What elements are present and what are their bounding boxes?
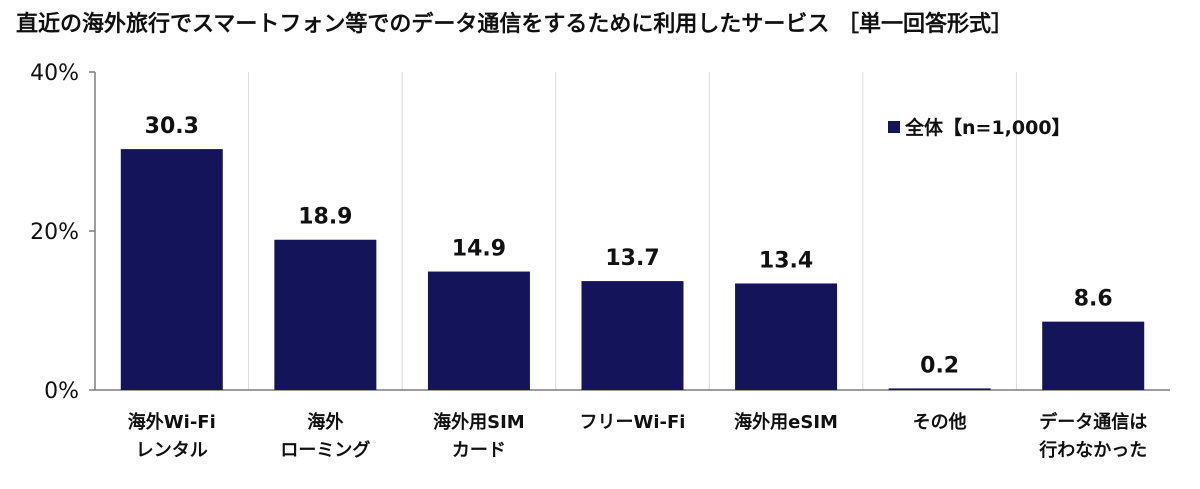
bar <box>1042 321 1145 390</box>
data-label: 0.2 <box>920 353 959 378</box>
legend: 全体【n=1,000】 <box>888 116 1071 139</box>
grid-layer <box>248 72 1017 390</box>
bar <box>888 388 991 390</box>
legend-label: 全体【n=1,000】 <box>904 116 1071 139</box>
data-label: 30.3 <box>145 114 199 139</box>
data-label: 18.9 <box>298 205 352 230</box>
data-label: 13.7 <box>605 246 659 271</box>
y-tick-label: 40% <box>30 61 79 86</box>
legend-swatch <box>888 121 900 133</box>
x-tick-label: 海外Wi-Fi <box>128 411 216 433</box>
x-tick-label: フリーWi-Fi <box>580 412 686 433</box>
y-tick-label: 20% <box>30 220 79 245</box>
data-label: 14.9 <box>452 237 506 262</box>
x-tick-label: ローミング <box>280 439 370 461</box>
data-label: 13.4 <box>759 248 813 273</box>
x-tick-label: データ通信は <box>1039 411 1147 433</box>
x-tick-label: 海外 <box>307 411 343 433</box>
x-tick-label: 海外用eSIM <box>734 411 838 433</box>
bar <box>274 239 377 390</box>
chart-title: 直近の海外旅行でスマートフォン等でのデータ通信をするために利用したサービス ［単… <box>16 12 1014 37</box>
bar <box>427 271 530 390</box>
bar <box>581 281 684 390</box>
bar <box>735 283 838 390</box>
bar <box>120 149 223 390</box>
data-label: 8.6 <box>1074 287 1113 312</box>
x-tick-label: その他 <box>913 411 967 433</box>
x-tick-label: 海外用SIM <box>433 411 525 433</box>
x-tick-label: カード <box>452 440 506 461</box>
bars-layer <box>120 149 1145 390</box>
x-tick-label: 行わなかった <box>1038 439 1147 461</box>
axis-layer: 0% 20% 40% <box>30 61 1170 404</box>
y-tick-label: 0% <box>44 379 79 404</box>
x-tick-label: レンタル <box>136 440 208 461</box>
